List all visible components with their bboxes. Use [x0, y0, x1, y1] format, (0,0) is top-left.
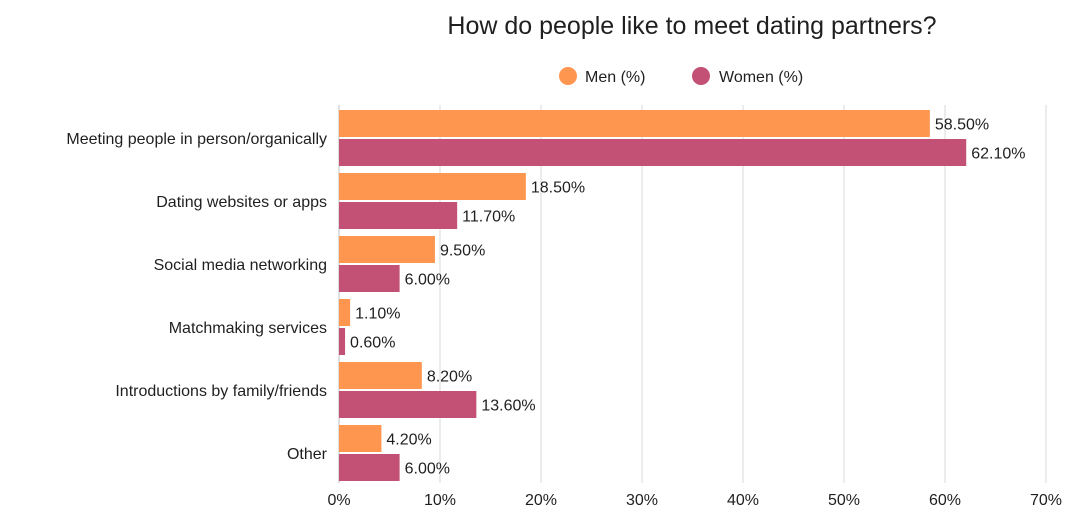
- x-tick-label: 20%: [525, 492, 557, 509]
- data-label: 8.20%: [427, 369, 472, 386]
- category-label: Meeting people in person/organically: [66, 131, 327, 148]
- bars: [339, 110, 967, 481]
- data-label: 62.10%: [971, 146, 1025, 163]
- legend: Men (%) Women (%): [559, 67, 803, 86]
- bar-men: [339, 110, 930, 137]
- bar-men: [339, 299, 351, 326]
- x-axis-ticks: 0% 10% 20% 30% 40% 50% 60% 70%: [327, 492, 1062, 509]
- category-label: Dating websites or apps: [156, 194, 327, 211]
- data-label: 9.50%: [440, 243, 485, 260]
- data-label: 6.00%: [405, 272, 450, 289]
- category-label: Introductions by family/friends: [115, 383, 327, 400]
- data-label: 1.10%: [355, 306, 400, 323]
- x-tick-label: 10%: [424, 492, 456, 509]
- data-label: 58.50%: [935, 117, 989, 134]
- category-label: Social media networking: [154, 257, 327, 274]
- gridlines: [338, 105, 1047, 483]
- x-tick-label: 60%: [929, 492, 961, 509]
- legend-label: Men (%): [585, 69, 645, 86]
- bar-women: [339, 265, 400, 292]
- legend-swatch: [692, 67, 710, 85]
- data-labels: 58.50% 62.10% 18.50% 11.70% 9.50% 6.00% 1.10% 0…: [350, 117, 1025, 478]
- x-tick-label: 50%: [828, 492, 860, 509]
- data-label: 13.60%: [481, 398, 535, 415]
- bar-women: [339, 139, 967, 166]
- bar-women: [339, 391, 477, 418]
- legend-swatch: [559, 67, 577, 85]
- bar-women: [339, 328, 346, 355]
- data-label: 6.00%: [405, 461, 450, 478]
- legend-label: Women (%): [719, 69, 803, 86]
- x-tick-label: 0%: [327, 492, 350, 509]
- bar-women: [339, 202, 458, 229]
- data-label: 11.70%: [462, 209, 515, 226]
- bar-men: [339, 173, 526, 200]
- category-label: Other: [287, 446, 328, 463]
- bar-men: [339, 236, 435, 263]
- bar-women: [339, 454, 400, 481]
- chart-title: How do people like to meet dating partne…: [447, 12, 936, 40]
- x-tick-label: 70%: [1030, 492, 1062, 509]
- bar-men: [339, 362, 422, 389]
- data-label: 0.60%: [350, 335, 395, 352]
- bar-men: [339, 425, 382, 452]
- category-labels: Meeting people in person/organically Dati…: [66, 131, 327, 463]
- data-label: 4.20%: [386, 432, 431, 449]
- x-tick-label: 30%: [626, 492, 658, 509]
- category-label: Matchmaking services: [169, 320, 327, 337]
- x-tick-label: 40%: [727, 492, 759, 509]
- data-label: 18.50%: [531, 180, 585, 197]
